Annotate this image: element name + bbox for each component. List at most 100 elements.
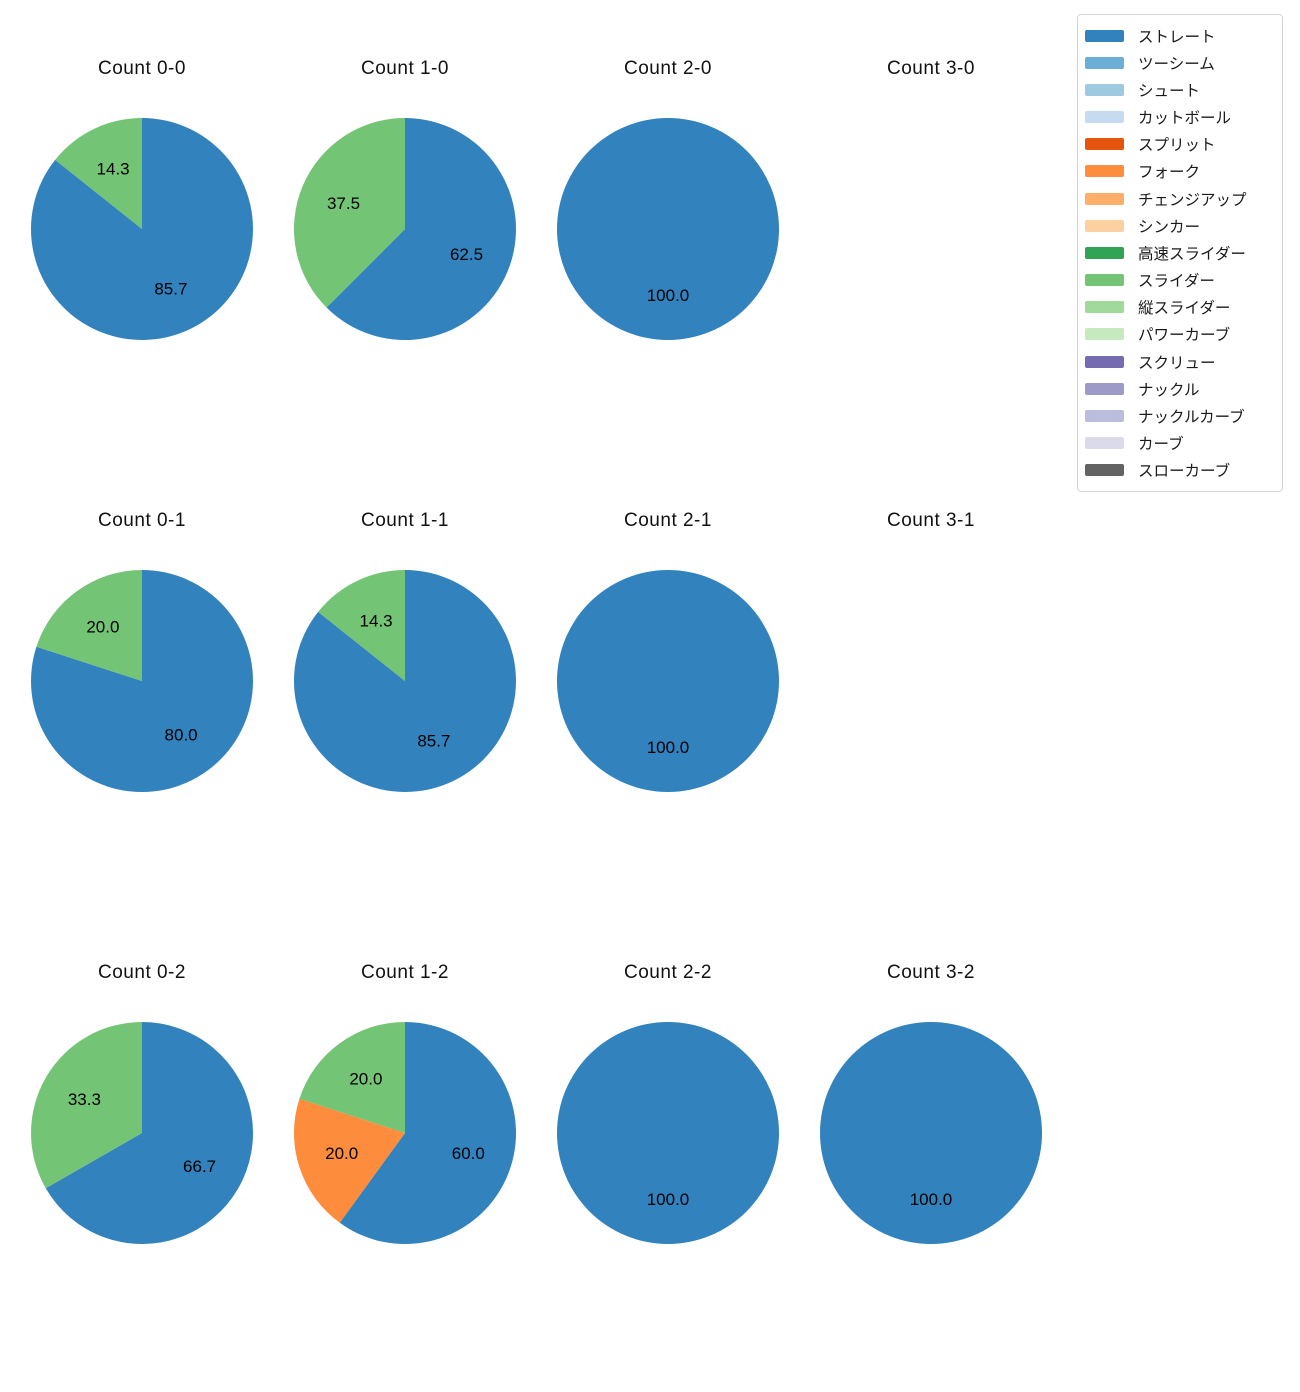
legend-swatch — [1085, 56, 1124, 69]
pie-slice — [557, 118, 779, 340]
legend-swatch — [1085, 274, 1124, 287]
legend-item: カットボール — [1085, 104, 1282, 131]
pie-slice-value: 20.0 — [349, 1070, 382, 1089]
legend-swatch — [1085, 246, 1124, 259]
pie-slice-value: 100.0 — [910, 1190, 953, 1209]
subplot-title: Count 2-0 — [624, 58, 712, 79]
pie-slice-value: 20.0 — [325, 1144, 358, 1163]
pie-slice — [299, 1022, 405, 1133]
pie-slice — [30, 570, 253, 792]
legend: ストレート ツーシーム シュート カットボール スプリット フォーク チェンジアップ シンカー… — [1077, 14, 1283, 492]
subplot-title: Count 3-2 — [887, 962, 975, 983]
legend-item: ナックル — [1085, 375, 1282, 402]
legend-label: 縦スライダー — [1138, 300, 1231, 318]
pie-chart: 100.0 — [820, 1022, 1042, 1244]
legend-label: カーブ — [1138, 436, 1184, 454]
subplot-count-0-2: Count 0-2 66.7 33.3 — [11, 940, 274, 1392]
pie-chart: 100.0 — [557, 1022, 779, 1244]
legend-label: カットボール — [1138, 110, 1232, 128]
pie-slice — [30, 118, 253, 340]
subplot-title: Count 1-1 — [361, 510, 449, 531]
pie-slice — [318, 570, 405, 681]
legend-item: スライダー — [1085, 267, 1282, 294]
pie-slice — [339, 1022, 517, 1244]
pie-chart: 66.7 33.3 — [31, 1022, 254, 1244]
legend-label: スローカーブ — [1138, 463, 1231, 481]
subplot-count-0-1: Count 0-1 80.0 20.0 — [11, 488, 274, 940]
legend-swatch — [1085, 219, 1124, 232]
subplot-title: Count 3-0 — [887, 58, 975, 79]
pie-chart: 62.5 37.5 — [293, 118, 516, 340]
legend-label: ナックルカーブ — [1138, 408, 1245, 426]
legend-label: ストレート — [1138, 28, 1216, 46]
pie-slice — [31, 1022, 142, 1189]
legend-label: フォーク — [1138, 164, 1201, 182]
legend-swatch — [1085, 29, 1124, 42]
subplot-title: Count 0-2 — [98, 962, 186, 983]
subplot-count-3-2: Count 3-2 100.0 — [800, 940, 1063, 1392]
legend-label: スクリュー — [1138, 354, 1216, 372]
pitch-type-by-count-figure: Count 0-0 85.7 14.3 Count 1-0 62.5 37.5 Count … — [11, 14, 1283, 1244]
legend-label: ナックル — [1138, 381, 1200, 399]
pie-slice-value: 37.5 — [327, 194, 360, 213]
pie-slice-value: 66.7 — [183, 1157, 216, 1176]
pie-slice-value: 14.3 — [360, 612, 393, 631]
subplot-title: Count 3-1 — [887, 510, 975, 531]
legend-label: シュート — [1138, 82, 1201, 100]
subplot-title: Count 2-1 — [624, 510, 712, 531]
pie-slice — [820, 1022, 1042, 1244]
pie-chart: 85.7 14.3 — [30, 118, 253, 340]
pie-slice-value: 60.0 — [452, 1144, 485, 1163]
legend-swatch — [1085, 301, 1124, 314]
legend-swatch — [1085, 409, 1124, 422]
legend-item: スプリット — [1085, 131, 1282, 158]
pie-slice-value: 20.0 — [86, 618, 119, 637]
pie-chart: 80.0 20.0 — [30, 570, 253, 792]
subplot-count-2-0: Count 2-0 100.0 — [537, 36, 800, 488]
pie-slice — [293, 1098, 405, 1223]
pie-slice — [293, 118, 405, 308]
pie-slice — [293, 570, 516, 792]
pie-slice — [326, 118, 516, 340]
pie-chart: 60.0 20.0 20.0 — [293, 1022, 517, 1244]
pie-slice-value: 85.7 — [417, 732, 450, 751]
legend-label: スプリット — [1138, 137, 1216, 155]
legend-item: フォーク — [1085, 158, 1282, 185]
subplot-count-1-1: Count 1-1 85.7 14.3 — [274, 488, 537, 940]
legend-swatch — [1085, 328, 1124, 341]
subplot-count-1-0: Count 1-0 62.5 37.5 — [274, 36, 537, 488]
subplot-count-0-0: Count 0-0 85.7 14.3 — [11, 36, 274, 488]
legend-label: ツーシーム — [1138, 55, 1215, 73]
pie-slice-value: 62.5 — [450, 245, 483, 264]
legend-swatch — [1085, 111, 1124, 124]
legend-item: チェンジアップ — [1085, 185, 1282, 212]
subplot-count-2-1: Count 2-1 100.0 — [537, 488, 800, 940]
subplot-title: Count 1-2 — [361, 962, 449, 983]
legend-item: 高速スライダー — [1085, 239, 1282, 266]
legend-swatch — [1085, 382, 1124, 395]
legend-label: チェンジアップ — [1138, 191, 1247, 209]
subplot-count-1-2: Count 1-2 60.0 20.0 20.0 — [274, 940, 537, 1392]
subplot-title: Count 1-0 — [361, 58, 449, 79]
legend-item: スローカーブ — [1085, 457, 1282, 484]
pie-slice — [557, 1022, 779, 1244]
pie-slice-value: 100.0 — [647, 738, 690, 757]
legend-item: シュート — [1085, 76, 1282, 103]
subplot-count-3-0: Count 3-0 — [800, 36, 1063, 488]
subplot-count-3-1: Count 3-1 — [800, 488, 1063, 940]
legend-item: ツーシーム — [1085, 49, 1282, 76]
pie-slice — [45, 1022, 254, 1244]
pie-slice-value: 14.3 — [97, 160, 130, 179]
pie-slice-value: 100.0 — [647, 1190, 690, 1209]
legend-swatch — [1085, 464, 1124, 477]
legend-label: スライダー — [1138, 273, 1215, 291]
subplot-title: Count 0-1 — [98, 510, 186, 531]
legend-item: ナックルカーブ — [1085, 402, 1282, 429]
legend-label: パワーカーブ — [1138, 327, 1231, 345]
pie-slice-value: 33.3 — [68, 1090, 101, 1109]
legend-swatch — [1085, 165, 1124, 178]
legend-item: ストレート — [1085, 22, 1282, 49]
legend-item: パワーカーブ — [1085, 321, 1282, 348]
legend-swatch — [1085, 138, 1124, 151]
pie-slice-value: 100.0 — [647, 286, 690, 305]
